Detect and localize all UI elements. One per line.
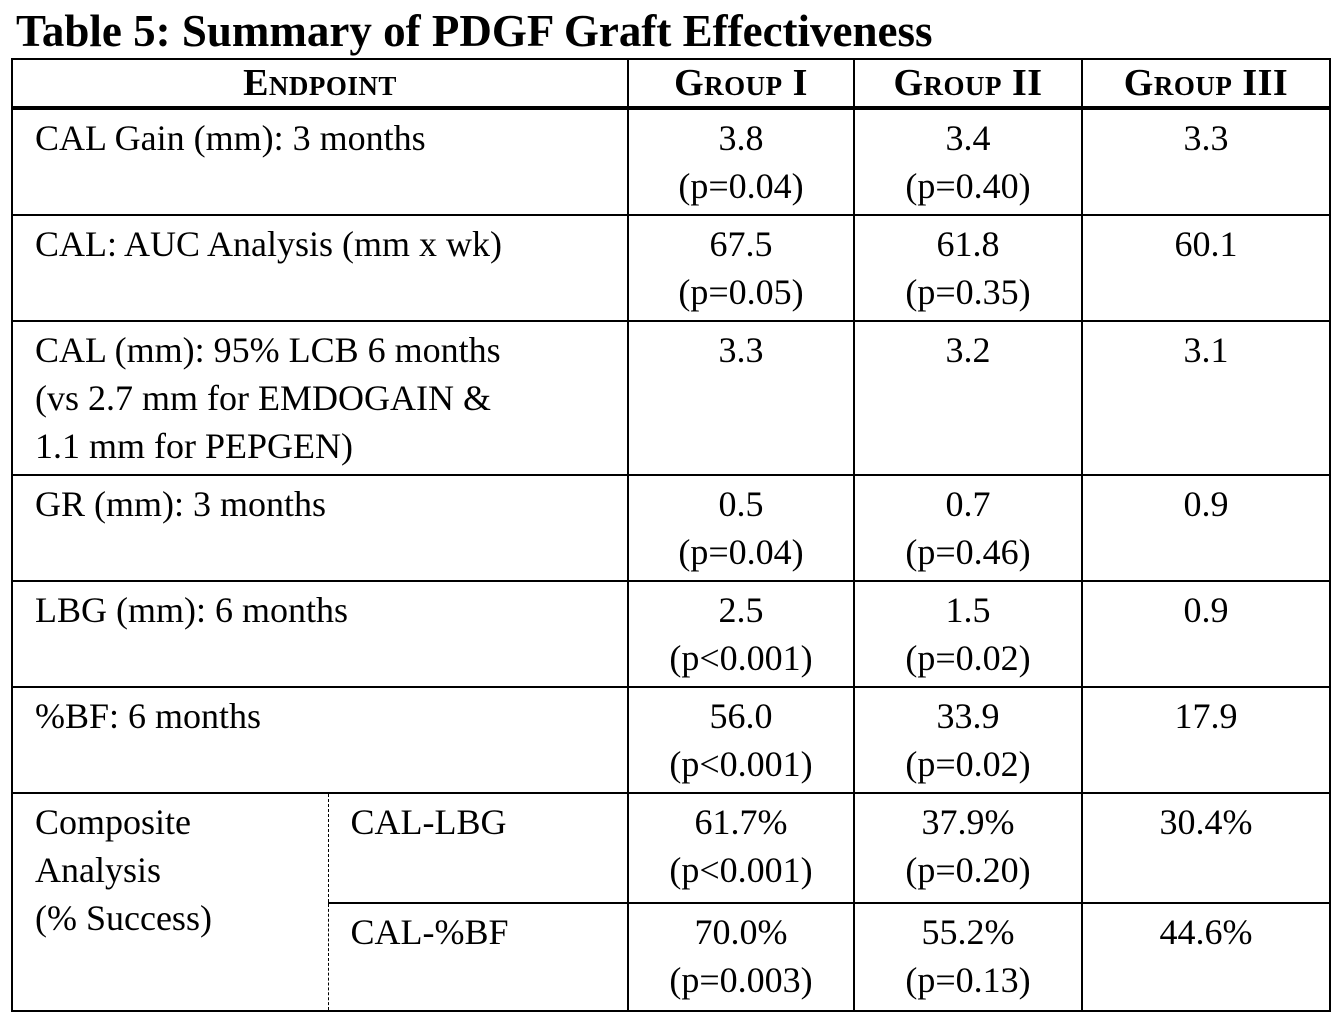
group-2-value: 61.8(p=0.35): [854, 215, 1082, 321]
group-1-value-line: 2.5: [629, 586, 853, 634]
group-2-value-line: 3.4: [855, 114, 1081, 162]
group-3-value-line: 60.1: [1083, 220, 1329, 268]
composite-sub-label: CAL-%BF: [328, 903, 628, 1011]
table-row: CAL Gain (mm): 3 months3.8(p=0.04)3.4(p=…: [12, 108, 1330, 215]
group-2-value: 33.9(p=0.02): [854, 687, 1082, 793]
group-2-value-line: (p=0.35): [855, 268, 1081, 316]
group-1-value-line: 0.5: [629, 480, 853, 528]
group-3-value-line: 44.6%: [1083, 908, 1329, 956]
group-2-value-line: 33.9: [855, 692, 1081, 740]
endpoint-label: CAL Gain (mm): 3 months: [12, 108, 628, 215]
effectiveness-table: Endpoint Group I Group II Group III CAL …: [11, 58, 1331, 1012]
endpoint-label-line: LBG (mm): 6 months: [35, 586, 627, 634]
header-row: Endpoint Group I Group II Group III: [12, 59, 1330, 108]
group-1-value: 3.3: [628, 321, 854, 475]
group-2-value-line: 1.5: [855, 586, 1081, 634]
header-group-3: Group III: [1082, 59, 1330, 108]
header-group-1: Group I: [628, 59, 854, 108]
group-1-value-line: 61.7%: [629, 798, 853, 846]
group-1-value: 67.5(p=0.05): [628, 215, 854, 321]
endpoint-label: %BF: 6 months: [12, 687, 628, 793]
group-1-value: 61.7%(p<0.001): [628, 793, 854, 903]
group-3-value-line: 0.9: [1083, 480, 1329, 528]
endpoint-label-line: %BF: 6 months: [35, 692, 627, 740]
header-endpoint: Endpoint: [12, 59, 628, 108]
endpoint-label: GR (mm): 3 months: [12, 475, 628, 581]
group-2-value: 3.4(p=0.40): [854, 108, 1082, 215]
endpoint-label-line: (vs 2.7 mm for EMDOGAIN &: [35, 374, 627, 422]
group-3-value: 17.9: [1082, 687, 1330, 793]
group-1-value-line: (p<0.001): [629, 634, 853, 682]
group-2-value-line: 0.7: [855, 480, 1081, 528]
composite-label-line: (% Success): [35, 894, 328, 942]
group-3-value-line: 3.3: [1083, 114, 1329, 162]
group-2-value-line: 37.9%: [855, 798, 1081, 846]
endpoint-label: CAL: AUC Analysis (mm x wk): [12, 215, 628, 321]
group-1-value: 70.0%(p=0.003): [628, 903, 854, 1011]
group-3-value: 60.1: [1082, 215, 1330, 321]
group-2-value: 55.2%(p=0.13): [854, 903, 1082, 1011]
group-3-value-line: 3.1: [1083, 326, 1329, 374]
endpoint-label-line: CAL (mm): 95% LCB 6 months: [35, 326, 627, 374]
group-2-value-line: (p=0.02): [855, 634, 1081, 682]
group-3-value-line: 0.9: [1083, 586, 1329, 634]
table-row: %BF: 6 months56.0(p<0.001)33.9(p=0.02)17…: [12, 687, 1330, 793]
table-title: Table 5: Summary of PDGF Graft Effective…: [16, 4, 933, 58]
table-row: CAL: AUC Analysis (mm x wk)67.5(p=0.05)6…: [12, 215, 1330, 321]
endpoint-label-line: CAL Gain (mm): 3 months: [35, 114, 627, 162]
group-1-value-line: (p<0.001): [629, 846, 853, 894]
group-2-value: 3.2: [854, 321, 1082, 475]
group-1-value: 2.5(p<0.001): [628, 581, 854, 687]
group-1-value-line: 3.8: [629, 114, 853, 162]
group-3-value: 30.4%: [1082, 793, 1330, 903]
group-2-value: 1.5(p=0.02): [854, 581, 1082, 687]
table-row: CompositeAnalysis(% Success)CAL-LBG61.7%…: [12, 793, 1330, 903]
group-1-value-line: (p=0.003): [629, 956, 853, 1004]
group-1-value: 0.5(p=0.04): [628, 475, 854, 581]
group-2-value-line: 3.2: [855, 326, 1081, 374]
group-2-value-line: (p=0.13): [855, 956, 1081, 1004]
group-2-value-line: (p=0.46): [855, 528, 1081, 576]
group-1-value-line: (p<0.001): [629, 740, 853, 788]
group-3-value-line: 30.4%: [1083, 798, 1329, 846]
group-1-value-line: (p=0.04): [629, 162, 853, 210]
group-3-value: 44.6%: [1082, 903, 1330, 1011]
endpoint-label-line: GR (mm): 3 months: [35, 480, 627, 528]
group-2-value: 37.9%(p=0.20): [854, 793, 1082, 903]
group-1-value-line: (p=0.04): [629, 528, 853, 576]
group-2-value: 0.7(p=0.46): [854, 475, 1082, 581]
group-1-value-line: 67.5: [629, 220, 853, 268]
group-3-value: 0.9: [1082, 581, 1330, 687]
composite-sub-label: CAL-LBG: [328, 793, 628, 903]
group-3-value: 3.1: [1082, 321, 1330, 475]
composite-label-line: Analysis: [35, 846, 328, 894]
group-1-value-line: 70.0%: [629, 908, 853, 956]
group-2-value-line: (p=0.20): [855, 846, 1081, 894]
group-2-value-line: (p=0.40): [855, 162, 1081, 210]
group-2-value-line: 61.8: [855, 220, 1081, 268]
composite-label-line: Composite: [35, 798, 328, 846]
group-1-value: 3.8(p=0.04): [628, 108, 854, 215]
table-row: GR (mm): 3 months0.5(p=0.04)0.7(p=0.46)0…: [12, 475, 1330, 581]
group-1-value-line: 3.3: [629, 326, 853, 374]
group-1-value-line: (p=0.05): [629, 268, 853, 316]
group-3-value-line: 17.9: [1083, 692, 1329, 740]
group-1-value-line: 56.0: [629, 692, 853, 740]
group-2-value-line: (p=0.02): [855, 740, 1081, 788]
group-2-value-line: 55.2%: [855, 908, 1081, 956]
endpoint-label-line: 1.1 mm for PEPGEN): [35, 422, 627, 470]
endpoint-label: LBG (mm): 6 months: [12, 581, 628, 687]
group-3-value: 3.3: [1082, 108, 1330, 215]
endpoint-label: CAL (mm): 95% LCB 6 months(vs 2.7 mm for…: [12, 321, 628, 475]
table-row: LBG (mm): 6 months2.5(p<0.001)1.5(p=0.02…: [12, 581, 1330, 687]
composite-label: CompositeAnalysis(% Success): [12, 793, 328, 1011]
endpoint-label-line: CAL: AUC Analysis (mm x wk): [35, 220, 627, 268]
header-group-2: Group II: [854, 59, 1082, 108]
table-row: CAL (mm): 95% LCB 6 months(vs 2.7 mm for…: [12, 321, 1330, 475]
group-1-value: 56.0(p<0.001): [628, 687, 854, 793]
group-3-value: 0.9: [1082, 475, 1330, 581]
